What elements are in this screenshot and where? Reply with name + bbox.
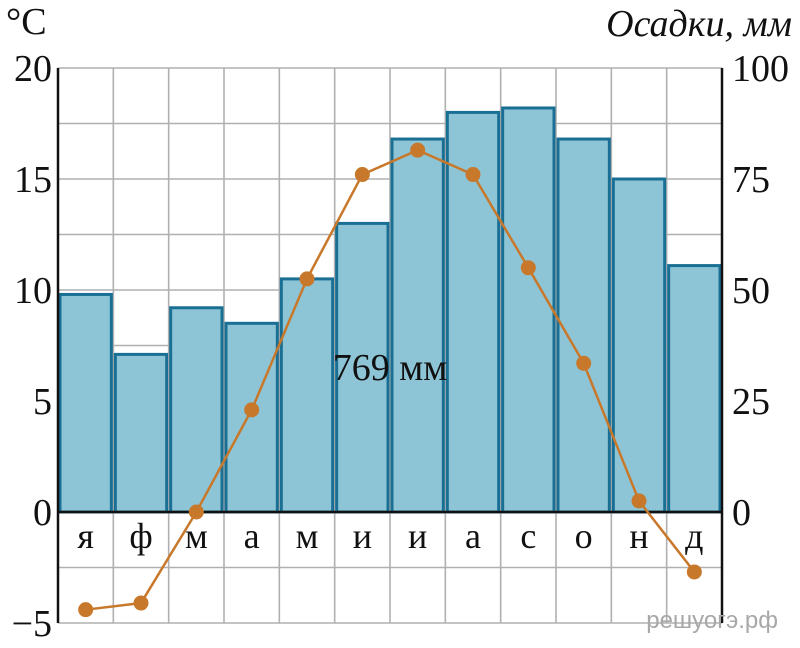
- tick-labels: −5 0 5 10 15 20 0 25 50 75 100: [12, 48, 789, 645]
- precipitation-bar: [390, 137, 445, 514]
- temperature-point: [576, 355, 592, 371]
- precipitation-bar: [58, 292, 113, 514]
- precipitation-bar: [224, 321, 279, 514]
- temperature-point: [244, 402, 260, 418]
- temperature-point: [188, 504, 204, 520]
- month-label: и: [353, 516, 372, 556]
- temperature-point: [686, 564, 702, 580]
- left-tick-label: −5: [12, 603, 52, 645]
- month-label: м: [296, 516, 319, 556]
- temperature-point: [78, 602, 94, 618]
- left-tick-label: 10: [14, 270, 52, 312]
- precipitation-bar: [335, 221, 390, 514]
- month-label: с: [520, 516, 536, 556]
- temperature-point: [631, 493, 647, 509]
- month-label: и: [408, 516, 427, 556]
- month-label: я: [77, 516, 94, 556]
- precipitation-bar: [556, 137, 611, 514]
- annual-total-label: 769 мм: [333, 347, 448, 389]
- precipitation-bar: [113, 352, 169, 514]
- temperature-point: [354, 167, 370, 183]
- precipitation-bar: [667, 264, 722, 514]
- temperature-polyline: [85, 148, 696, 611]
- watermark: решуогэ.рф: [646, 607, 778, 634]
- month-label: о: [575, 516, 593, 556]
- month-label: м: [185, 516, 208, 556]
- precipitation-bar: [279, 277, 335, 514]
- month-label: ф: [129, 516, 152, 556]
- precipitation-bar: [611, 177, 667, 514]
- right-tick-label: 75: [732, 159, 770, 201]
- temperature-line: [78, 142, 702, 618]
- right-tick-label: 50: [732, 270, 770, 312]
- left-tick-label: 15: [14, 159, 52, 201]
- month-label: а: [244, 516, 260, 556]
- precipitation-bar: [501, 106, 556, 514]
- temperature-point: [299, 271, 315, 287]
- temperature-point: [133, 595, 149, 611]
- right-tick-label: 100: [732, 48, 789, 90]
- temperature-point: [410, 142, 426, 158]
- left-tick-label: 20: [14, 48, 52, 90]
- left-tick-label: 0: [33, 492, 52, 534]
- left-tick-label: 5: [33, 381, 52, 423]
- temperature-point: [465, 167, 481, 183]
- left-axis-unit: °C: [6, 1, 47, 43]
- right-tick-label: 0: [732, 492, 751, 534]
- month-label: н: [629, 516, 648, 556]
- month-label: д: [685, 516, 703, 556]
- month-label: а: [465, 516, 481, 556]
- right-tick-label: 25: [732, 381, 770, 423]
- temperature-point: [520, 260, 536, 276]
- axes: [56, 68, 724, 623]
- right-axis-unit: Осадки, мм: [606, 3, 792, 45]
